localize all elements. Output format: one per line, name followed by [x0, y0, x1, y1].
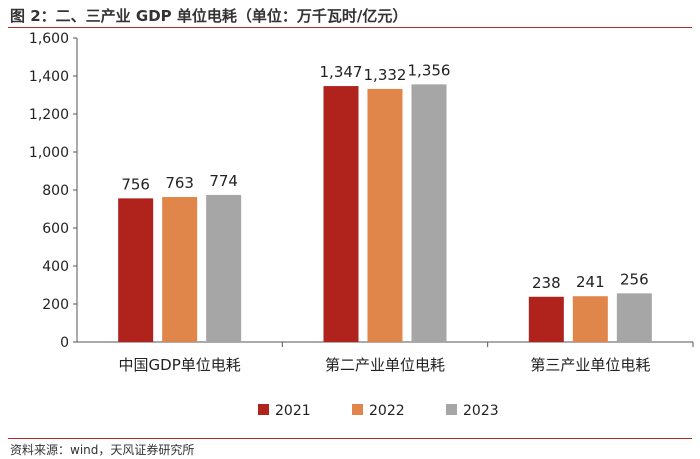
bar-value-label: 1,332: [364, 66, 407, 84]
bar: [323, 86, 359, 342]
legend-swatch: [446, 404, 457, 415]
bar-value-label: 256: [620, 270, 649, 288]
chart-bars: [118, 84, 652, 343]
legend-swatch: [352, 404, 363, 415]
y-tick-label: 800: [42, 183, 69, 199]
bar: [118, 198, 154, 342]
y-tick-label: 1,400: [29, 69, 69, 85]
y-tick-label: 1,000: [29, 145, 69, 161]
bar: [616, 293, 652, 342]
bar-value-label: 238: [532, 274, 561, 292]
x-tick-label: 第三产业单位电耗: [530, 356, 650, 374]
y-tick-label: 0: [60, 335, 69, 351]
x-tick-label: 中国GDP单位电耗: [119, 356, 241, 374]
bar-value-label: 241: [576, 273, 605, 291]
bar: [367, 88, 403, 342]
bar-chart: 0 200 400 600 800 1,000 1,200 1,400 1,600 中国GDP单位…: [29, 31, 694, 419]
bar-value-label: 1,347: [320, 63, 363, 81]
chart-axes: 0 200 400 600 800 1,000 1,200 1,400 1,600 中国GDP单位…: [29, 31, 694, 374]
chart-value-labels: 756 763 774 1,347 1,332 1,356 238 241 256: [121, 61, 648, 291]
y-tick-label: 200: [42, 297, 69, 313]
y-tick-label: 1,200: [29, 107, 69, 123]
bar-value-label: 763: [165, 174, 194, 192]
bar: [206, 194, 242, 342]
bar: [528, 296, 564, 342]
x-tick-label: 第二产业单位电耗: [325, 356, 445, 374]
title-rule: [8, 27, 692, 28]
bar-value-label: 756: [121, 175, 150, 193]
legend-swatch: [258, 404, 269, 415]
legend-label: 2021: [275, 403, 311, 419]
y-tick-label: 1,600: [29, 31, 69, 47]
bar-value-label: 774: [209, 172, 238, 190]
chart-legend: 2021 2022 2023: [258, 403, 499, 419]
legend-label: 2023: [463, 403, 499, 419]
bar: [411, 84, 447, 343]
y-tick-label: 400: [42, 259, 69, 275]
source-note: 资料来源：wind，天风证券研究所: [10, 443, 195, 457]
chart-title: 图 2：二、三产业 GDP 单位电耗（单位：万千瓦时/亿元）: [10, 7, 408, 25]
legend-label: 2022: [369, 403, 405, 419]
bar: [162, 197, 198, 342]
bar: [572, 296, 608, 342]
source-rule: [8, 438, 692, 439]
bar-value-label: 1,356: [408, 61, 451, 79]
y-tick-label: 600: [42, 221, 69, 237]
